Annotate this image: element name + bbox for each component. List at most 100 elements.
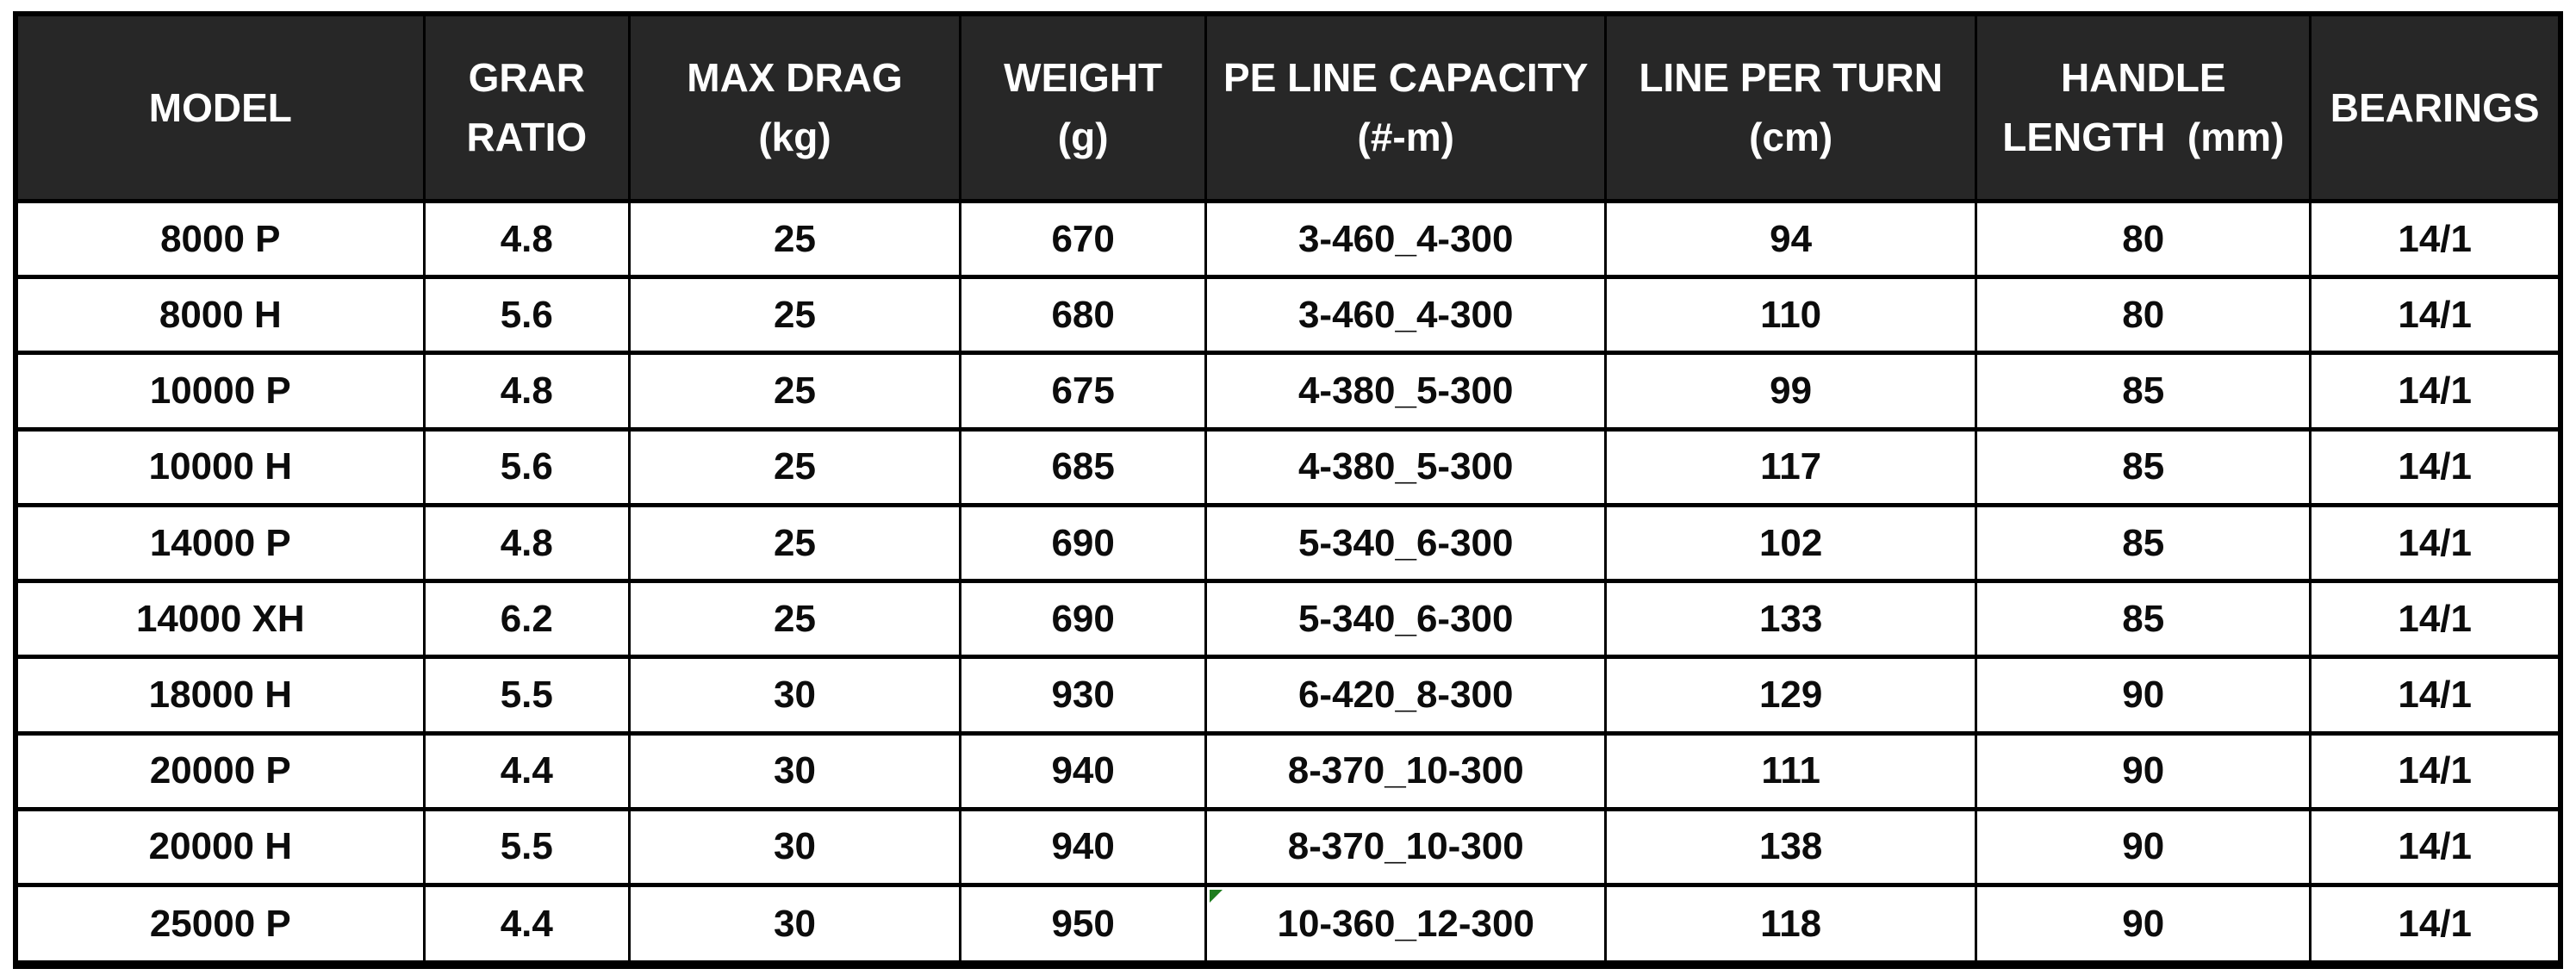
cell-handle-length: 90 bbox=[1975, 883, 2312, 967]
cell-handle-length: 85 bbox=[1975, 579, 2312, 660]
cell-handle-length: 85 bbox=[1975, 502, 2312, 584]
cell-line-per-turn: 118 bbox=[1604, 883, 1978, 967]
cell-gear-ratio: 4.8 bbox=[422, 502, 631, 584]
column-header-gear-ratio: GRAR RATIO bbox=[422, 11, 631, 203]
cell-handle-length: 90 bbox=[1975, 730, 2312, 811]
table-row: 10000 H 5.6 25 685 4-380_5-300 117 85 14/1 bbox=[14, 426, 2562, 507]
cell-bearings: 14/1 bbox=[2309, 351, 2562, 432]
cell-line-per-turn: 102 bbox=[1604, 502, 1978, 584]
cell-line-per-turn: 138 bbox=[1604, 806, 1978, 888]
cell-handle-length: 90 bbox=[1975, 806, 2312, 888]
cell-gear-ratio: 5.5 bbox=[422, 655, 631, 736]
cell-handle-length: 85 bbox=[1975, 351, 2312, 432]
cell-gear-ratio: 4.4 bbox=[422, 730, 631, 811]
column-header-line-per-turn: LINE PER TURN (cm) bbox=[1604, 11, 1978, 203]
cell-gear-ratio: 4.4 bbox=[422, 883, 631, 967]
cell-weight: 940 bbox=[958, 730, 1208, 811]
green-corner-marker-icon bbox=[1210, 890, 1223, 904]
cell-weight: 685 bbox=[958, 426, 1208, 507]
cell-pe-line-capacity: 10-360_12-300 bbox=[1204, 883, 1608, 967]
cell-pe-line-capacity: 3-460_4-300 bbox=[1204, 275, 1608, 356]
cell-line-per-turn: 111 bbox=[1604, 730, 1978, 811]
cell-handle-length: 80 bbox=[1975, 275, 2312, 356]
cell-pe-line-capacity: 8-370_10-300 bbox=[1204, 806, 1608, 888]
cell-bearings: 14/1 bbox=[2309, 655, 2562, 736]
cell-model: 14000 XH bbox=[14, 579, 426, 660]
cell-model: 20000 P bbox=[14, 730, 426, 811]
table-row: 25000 P 4.4 30 950 10-360_12-300 118 90 14/1 bbox=[14, 883, 2562, 967]
cell-model: 18000 H bbox=[14, 655, 426, 736]
table-header: MODEL GRAR RATIO MAX DRAG (kg) WEIGHT (g… bbox=[14, 11, 2562, 203]
column-header-pe-line-capacity: PE LINE CAPACITY (#-m) bbox=[1204, 11, 1608, 203]
cell-line-per-turn: 94 bbox=[1604, 198, 1978, 280]
cell-line-per-turn: 133 bbox=[1604, 579, 1978, 660]
cell-pe-line-capacity: 3-460_4-300 bbox=[1204, 198, 1608, 280]
cell-weight: 690 bbox=[958, 502, 1208, 584]
cell-gear-ratio: 6.2 bbox=[422, 579, 631, 660]
cell-weight: 930 bbox=[958, 655, 1208, 736]
cell-line-per-turn: 99 bbox=[1604, 351, 1978, 432]
cell-model: 25000 P bbox=[14, 883, 426, 967]
cell-weight: 950 bbox=[958, 883, 1208, 967]
column-header-model: MODEL bbox=[14, 11, 426, 203]
cell-line-per-turn: 117 bbox=[1604, 426, 1978, 507]
table-row: 8000 P 4.8 25 670 3-460_4-300 94 80 14/1 bbox=[14, 198, 2562, 280]
cell-model: 20000 H bbox=[14, 806, 426, 888]
cell-line-per-turn: 110 bbox=[1604, 275, 1978, 356]
table-row: 18000 H 5.5 30 930 6-420_8-300 129 90 14/1 bbox=[14, 655, 2562, 736]
header-row: MODEL GRAR RATIO MAX DRAG (kg) WEIGHT (g… bbox=[14, 11, 2562, 203]
cell-bearings: 14/1 bbox=[2309, 883, 2562, 967]
table-row: 20000 P 4.4 30 940 8-370_10-300 111 90 14/1 bbox=[14, 730, 2562, 811]
cell-weight: 940 bbox=[958, 806, 1208, 888]
cell-pe-line-capacity: 6-420_8-300 bbox=[1204, 655, 1608, 736]
table-row: 10000 P 4.8 25 675 4-380_5-300 99 85 14/1 bbox=[14, 351, 2562, 432]
cell-max-drag: 25 bbox=[627, 502, 962, 584]
cell-bearings: 14/1 bbox=[2309, 730, 2562, 811]
cell-model: 10000 H bbox=[14, 426, 426, 507]
cell-max-drag: 25 bbox=[627, 198, 962, 280]
cell-pe-line-capacity: 5-340_6-300 bbox=[1204, 502, 1608, 584]
cell-gear-ratio: 4.8 bbox=[422, 198, 631, 280]
table-row: 8000 H 5.6 25 680 3-460_4-300 110 80 14/1 bbox=[14, 275, 2562, 356]
cell-model: 8000 H bbox=[14, 275, 426, 356]
cell-bearings: 14/1 bbox=[2309, 426, 2562, 507]
table-row: 14000 P 4.8 25 690 5-340_6-300 102 85 14/1 bbox=[14, 502, 2562, 584]
cell-bearings: 14/1 bbox=[2309, 198, 2562, 280]
cell-handle-length: 80 bbox=[1975, 198, 2312, 280]
cell-pe-line-capacity: 5-340_6-300 bbox=[1204, 579, 1608, 660]
cell-gear-ratio: 5.6 bbox=[422, 275, 631, 356]
cell-weight: 675 bbox=[958, 351, 1208, 432]
cell-model: 8000 P bbox=[14, 198, 426, 280]
column-header-bearings: BEARINGS bbox=[2309, 11, 2562, 203]
cell-max-drag: 25 bbox=[627, 351, 962, 432]
cell-max-drag: 30 bbox=[627, 655, 962, 736]
cell-pe-line-capacity: 4-380_5-300 bbox=[1204, 426, 1608, 507]
cell-max-drag: 25 bbox=[627, 426, 962, 507]
cell-max-drag: 25 bbox=[627, 579, 962, 660]
cell-bearings: 14/1 bbox=[2309, 806, 2562, 888]
column-header-weight: WEIGHT (g) bbox=[958, 11, 1208, 203]
cell-gear-ratio: 5.5 bbox=[422, 806, 631, 888]
cell-handle-length: 90 bbox=[1975, 655, 2312, 736]
spec-table: MODEL GRAR RATIO MAX DRAG (kg) WEIGHT (g… bbox=[13, 11, 2563, 969]
cell-weight: 680 bbox=[958, 275, 1208, 356]
cell-max-drag: 30 bbox=[627, 883, 962, 967]
cell-line-per-turn: 129 bbox=[1604, 655, 1978, 736]
column-header-max-drag: MAX DRAG (kg) bbox=[627, 11, 962, 203]
cell-model: 14000 P bbox=[14, 502, 426, 584]
column-header-handle-length: HANDLE LENGTH (mm) bbox=[1975, 11, 2312, 203]
cell-pe-line-capacity: 4-380_5-300 bbox=[1204, 351, 1608, 432]
cell-model: 10000 P bbox=[14, 351, 426, 432]
cell-handle-length: 85 bbox=[1975, 426, 2312, 507]
cell-weight: 690 bbox=[958, 579, 1208, 660]
cell-pe-line-capacity: 8-370_10-300 bbox=[1204, 730, 1608, 811]
cell-bearings: 14/1 bbox=[2309, 502, 2562, 584]
table-row: 20000 H 5.5 30 940 8-370_10-300 138 90 14/1 bbox=[14, 806, 2562, 888]
cell-max-drag: 30 bbox=[627, 806, 962, 888]
cell-gear-ratio: 4.8 bbox=[422, 351, 631, 432]
table-row: 14000 XH 6.2 25 690 5-340_6-300 133 85 14/1 bbox=[14, 579, 2562, 660]
cell-gear-ratio: 5.6 bbox=[422, 426, 631, 507]
cell-weight: 670 bbox=[958, 198, 1208, 280]
